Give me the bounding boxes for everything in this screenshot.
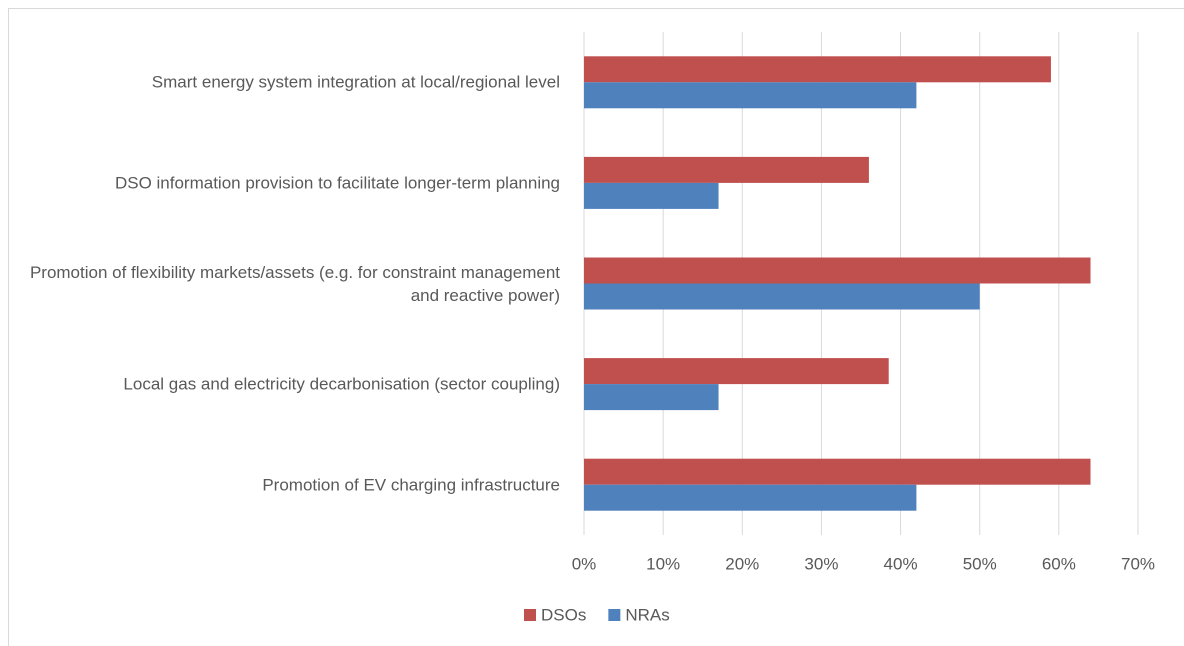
bar — [584, 384, 719, 411]
x-tick-label: 50% — [963, 554, 997, 573]
x-tick-label: 0% — [572, 554, 597, 573]
bar — [584, 283, 980, 310]
legend-label: NRAs — [625, 605, 669, 624]
chart-frame — [8, 8, 1184, 646]
x-tick-label: 60% — [1042, 554, 1076, 573]
bar — [584, 156, 869, 183]
y-tick-label: Smart energy system integration at local… — [151, 72, 560, 92]
legend-swatch — [524, 609, 536, 621]
legend-label: DSOs — [541, 605, 586, 624]
x-tick-label: 40% — [884, 554, 918, 573]
bar — [584, 358, 889, 385]
bar — [584, 82, 917, 109]
y-tick-label: Promotion of EV charging infrastructure — [262, 475, 560, 495]
y-tick-label: DSO information provision to facilitate … — [114, 173, 560, 193]
y-tick-label: Local gas and electricity decarbonisatio… — [123, 374, 560, 394]
x-tick-label: 20% — [725, 554, 759, 573]
bar — [584, 182, 719, 209]
x-tick-label: 10% — [646, 554, 680, 573]
legend-swatch — [608, 609, 621, 621]
x-tick-label: 30% — [804, 554, 838, 573]
y-tick-label: Promotion of flexibility markets/assets … — [29, 262, 560, 305]
x-tick-label: 70% — [1121, 554, 1155, 573]
bar — [584, 484, 917, 511]
bar — [584, 257, 1091, 284]
bar — [584, 56, 1051, 83]
bar — [584, 458, 1091, 485]
